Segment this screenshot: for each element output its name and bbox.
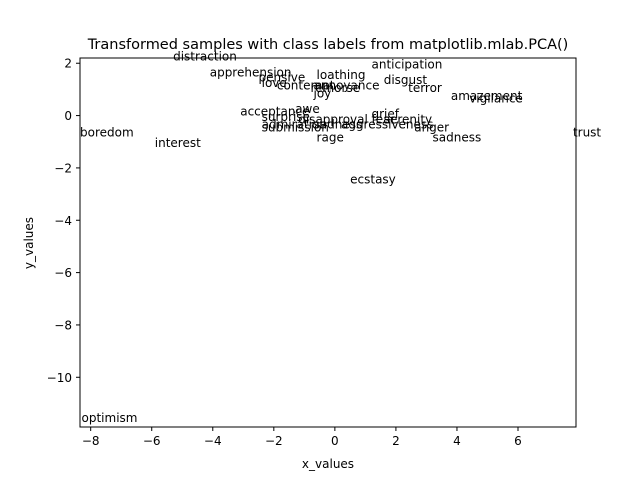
x-tick-label: 4 bbox=[453, 434, 461, 448]
x-tick-label: −2 bbox=[265, 434, 283, 448]
x-axis-ticks: −8 −6 −4 −2 0 2 4 6 bbox=[82, 427, 522, 448]
x-tick-label: −8 bbox=[82, 434, 100, 448]
point-label: terror bbox=[408, 81, 442, 95]
x-tick-label: 0 bbox=[331, 434, 339, 448]
point-label: submission bbox=[262, 120, 329, 134]
y-tick-label: −4 bbox=[54, 214, 72, 228]
point-label: optimism bbox=[82, 411, 138, 425]
point-label: interest bbox=[155, 136, 201, 150]
point-label: apprehension bbox=[210, 65, 292, 79]
point-label: fear bbox=[371, 112, 395, 126]
point-label: trust bbox=[573, 126, 601, 140]
y-axis-ticks: 2 0 −2 −4 −6 −8 −10 bbox=[47, 57, 80, 385]
point-label: surprise bbox=[262, 110, 310, 124]
point-label: distraction bbox=[173, 50, 237, 64]
y-tick-label: −6 bbox=[54, 266, 72, 280]
point-label: sadness bbox=[433, 131, 482, 145]
point-label: sadness bbox=[314, 118, 363, 132]
x-tick-label: −6 bbox=[143, 434, 161, 448]
y-tick-label: 0 bbox=[64, 109, 72, 123]
plot-area-frame bbox=[79, 57, 577, 428]
point-label: contempt bbox=[277, 78, 335, 92]
point-label: disapproval bbox=[298, 112, 368, 126]
point-label: anticipation bbox=[371, 57, 442, 71]
point-label: annoyance bbox=[314, 78, 380, 92]
point-label: joy bbox=[313, 86, 332, 100]
x-axis-label: x_values bbox=[302, 457, 354, 471]
y-tick-label: −8 bbox=[54, 318, 72, 332]
point-label: loathing bbox=[317, 68, 366, 82]
chart-title: Transformed samples with class labels fr… bbox=[87, 37, 569, 53]
point-labels: distraction anticipation apprehension loath… bbox=[80, 50, 601, 425]
point-label: admiration bbox=[262, 118, 327, 132]
point-label: acceptance bbox=[240, 105, 309, 119]
point-label: aggressiveness bbox=[341, 118, 433, 132]
point-label: vigilance bbox=[469, 91, 523, 105]
y-axis-label: y_values bbox=[22, 217, 36, 269]
point-label: remorse bbox=[310, 81, 360, 95]
y-tick-label: 2 bbox=[64, 57, 72, 71]
point-label: grief bbox=[371, 107, 399, 121]
y-tick-label: −2 bbox=[54, 161, 72, 175]
point-label: disgust bbox=[384, 73, 428, 87]
x-tick-label: 6 bbox=[514, 434, 522, 448]
point-label: amazement bbox=[451, 89, 523, 103]
x-tick-label: 2 bbox=[392, 434, 400, 448]
point-label: ecstasy bbox=[350, 173, 396, 187]
x-tick-label: −4 bbox=[204, 434, 222, 448]
point-label: pensive bbox=[259, 71, 306, 85]
point-label: awe bbox=[295, 102, 320, 116]
point-label: serenity bbox=[384, 112, 432, 126]
point-label: boredom bbox=[80, 126, 134, 140]
point-label: anger bbox=[414, 120, 449, 134]
y-tick-label: −10 bbox=[47, 371, 72, 385]
point-label: rage bbox=[317, 131, 344, 145]
point-label: love bbox=[262, 76, 287, 90]
